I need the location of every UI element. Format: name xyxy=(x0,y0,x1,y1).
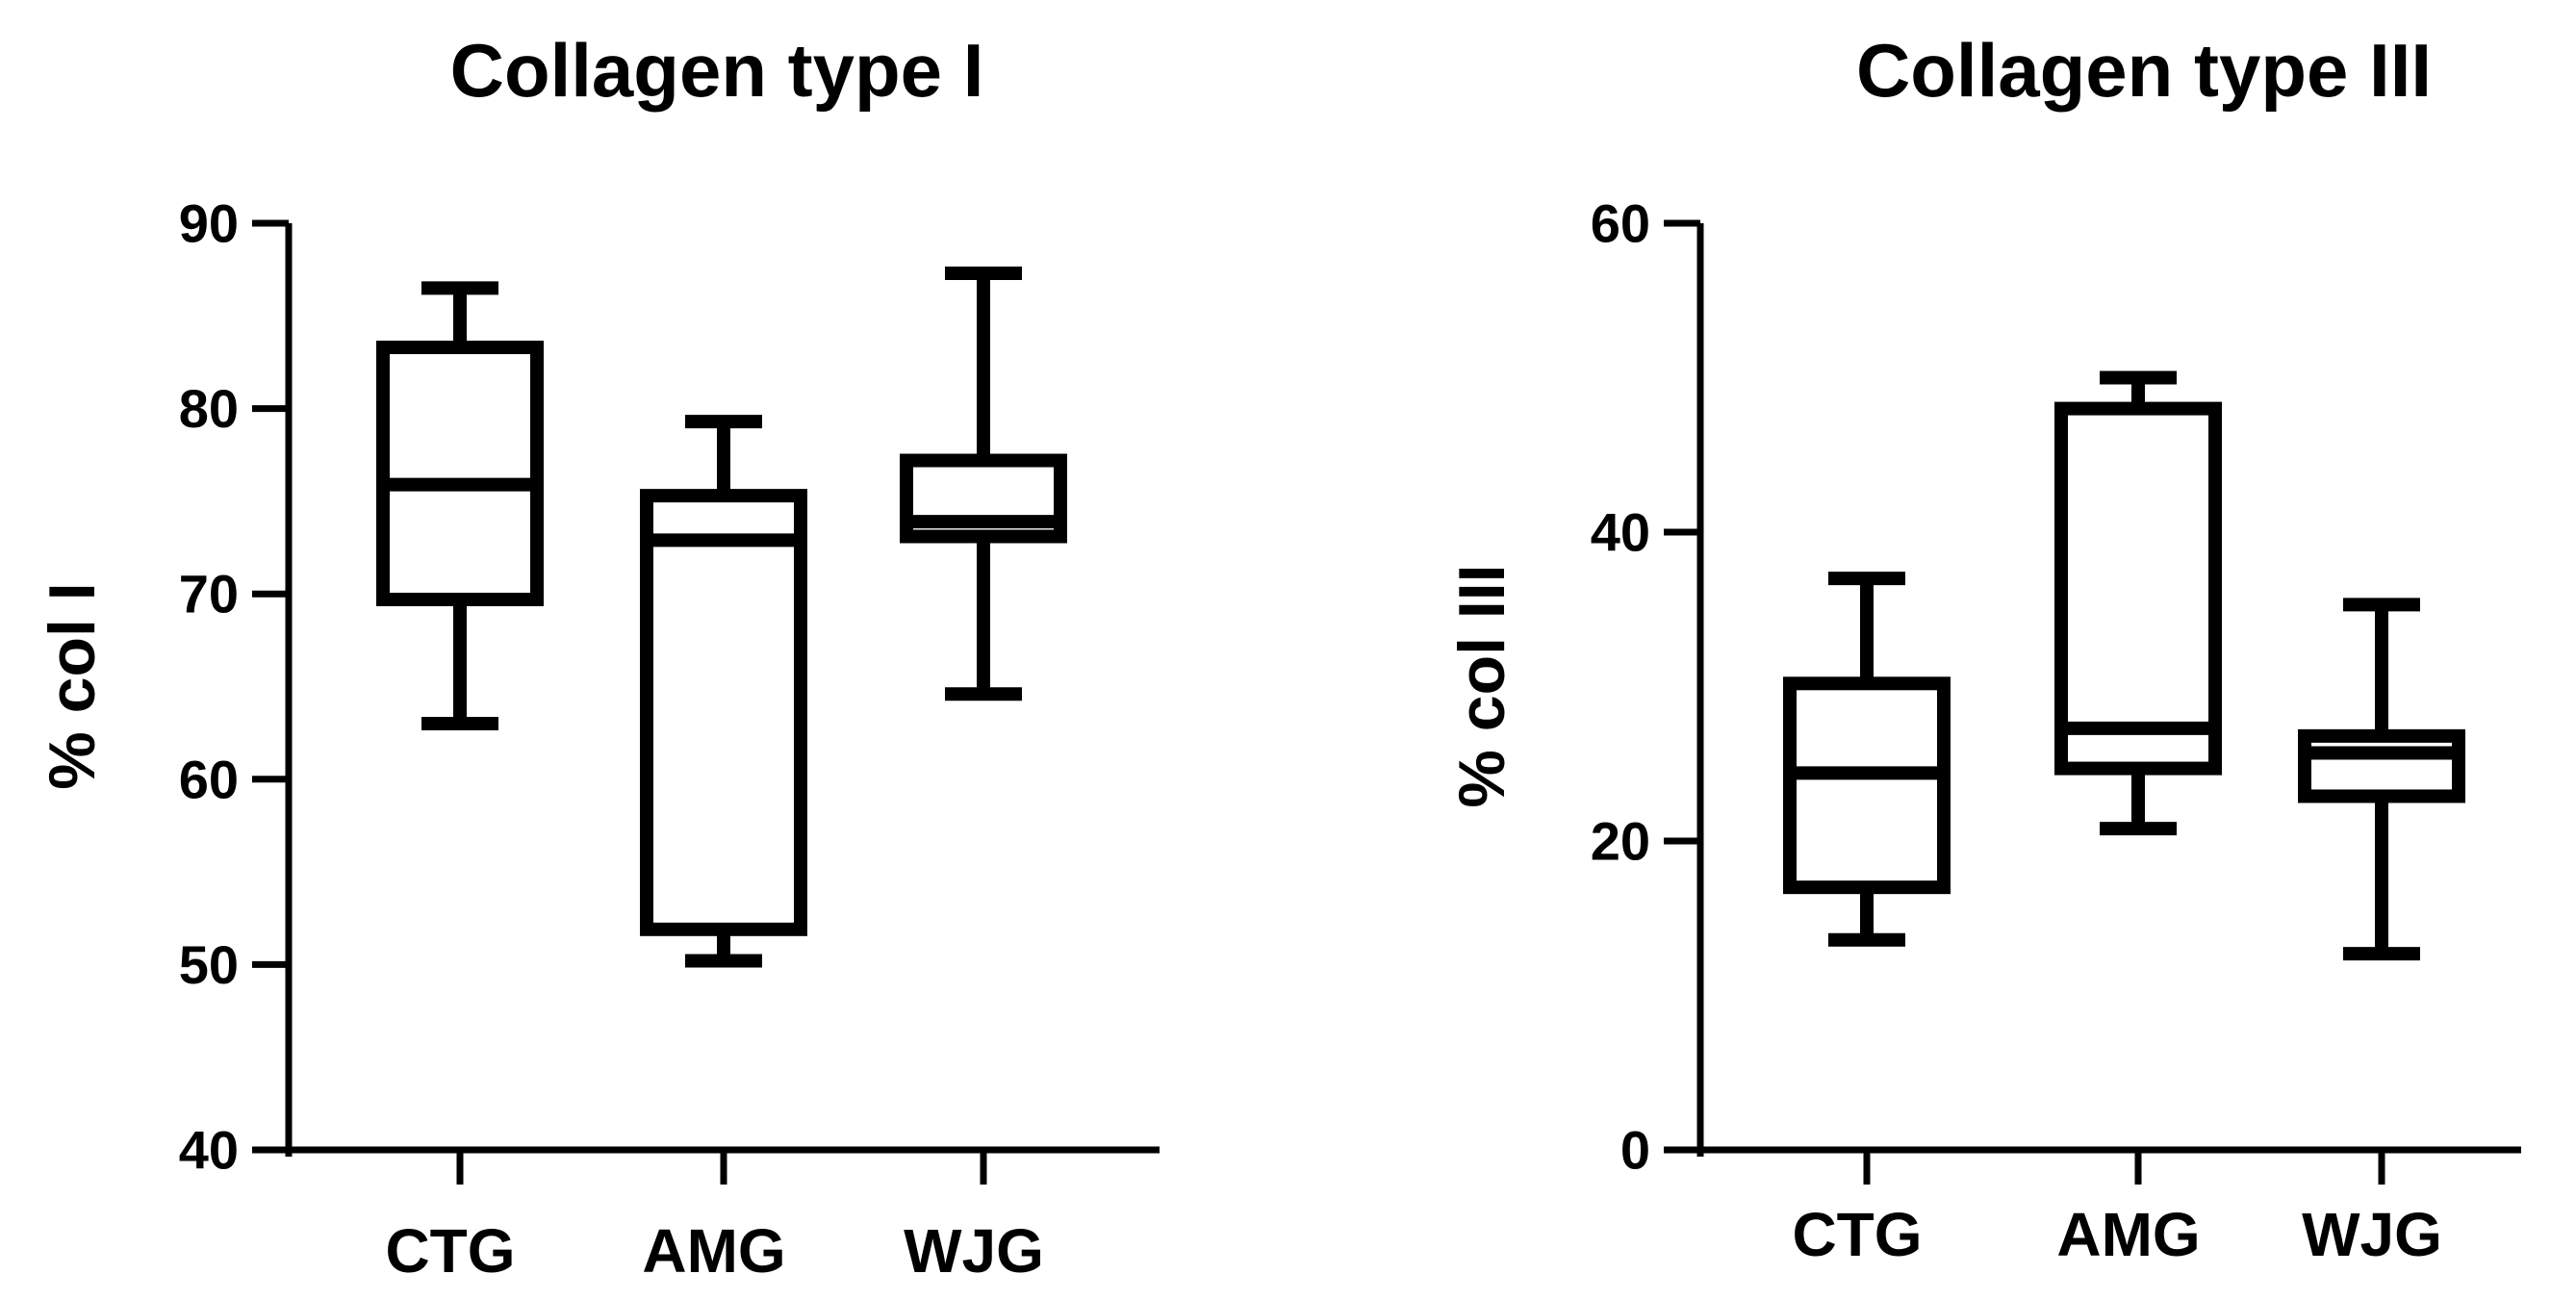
box-amg xyxy=(640,415,807,968)
box-wjg xyxy=(2298,598,2465,961)
iqr-box xyxy=(1783,676,1951,895)
chart-panel-2: Collagen type III % col III 0 20 40 60 CTG AMG W… xyxy=(1445,28,2521,1269)
iqr-box xyxy=(2054,401,2222,776)
y-tick-label: 60 xyxy=(179,749,239,809)
y-tick-label: 80 xyxy=(179,378,239,439)
y-axis-label: % col III xyxy=(1445,564,1518,807)
x-tick-label: WJG xyxy=(2302,1200,2442,1269)
iqr-box xyxy=(376,341,544,606)
iqr-box xyxy=(2298,728,2465,803)
y-tick-label: 0 xyxy=(1620,1120,1650,1181)
iqr-box xyxy=(640,489,807,936)
box-ctg xyxy=(1783,572,1951,947)
box-wjg xyxy=(900,267,1067,701)
y-tick-label: 40 xyxy=(179,1120,239,1181)
y-axis-label: % col I xyxy=(36,582,109,789)
y-tick-label: 60 xyxy=(1591,193,1650,254)
x-tick-label: CTG xyxy=(1792,1200,1922,1269)
chart-panel-1: Collagen type I % col I 40 50 60 70 80 90 CTG AMG… xyxy=(36,28,1160,1286)
x-tick-label: WJG xyxy=(904,1216,1044,1286)
x-tick-label: AMG xyxy=(642,1216,785,1286)
x-tick-label: CTG xyxy=(385,1216,515,1286)
x-tick-label: AMG xyxy=(2056,1200,2200,1269)
y-tick-label: 50 xyxy=(179,934,239,995)
y-tick-label: 20 xyxy=(1591,811,1650,872)
y-tick-label: 40 xyxy=(1591,502,1650,563)
chart-title: Collagen type III xyxy=(1856,28,2432,113)
y-tick-label: 70 xyxy=(179,564,239,625)
y-tick-label: 90 xyxy=(179,193,239,254)
box-amg xyxy=(2054,370,2222,836)
box-ctg xyxy=(376,281,544,731)
chart-title: Collagen type I xyxy=(450,28,984,113)
